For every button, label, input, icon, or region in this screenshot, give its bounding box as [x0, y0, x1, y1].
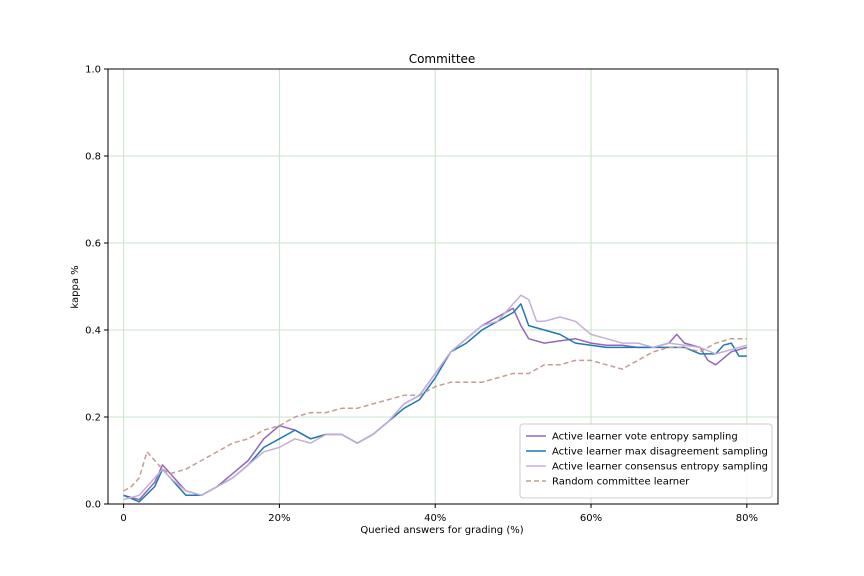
- legend: Active learner vote entropy sampling Acti…: [519, 423, 773, 499]
- x-tick-label-0: 0: [120, 513, 126, 524]
- y-tick-label-5: 1.0: [85, 65, 101, 76]
- y-axis-label: kappa %: [70, 265, 81, 308]
- series-layer: [123, 294, 748, 503]
- plot-frame: [107, 68, 779, 505]
- y-tick-label-4: 0.8: [85, 152, 101, 163]
- grid: [108, 69, 778, 504]
- x-tick-label-2: 40%: [424, 513, 446, 524]
- x-tick-label-3: 60%: [580, 513, 602, 524]
- legend-label-1: Active learner max disagreement sampling: [552, 447, 768, 458]
- y-tick-label-3: 0.6: [85, 239, 101, 250]
- x-tick-label-1: 20%: [268, 513, 290, 524]
- y-tick-label-0: 0.0: [85, 500, 101, 511]
- ticks: 0 20% 40% 60% 80% 0.0 0.2 0.4 0.6 0.8 1.0: [85, 65, 758, 525]
- y-tick-label-1: 0.2: [85, 413, 101, 424]
- x-tick-label-4: 80%: [736, 513, 758, 524]
- chart-title: Committee: [409, 52, 476, 66]
- legend-label-3: Random committee learner: [552, 477, 690, 488]
- series-line-2: [123, 294, 748, 501]
- series-line-3: [123, 337, 747, 492]
- legend-box: [519, 423, 773, 499]
- legend-label-0: Active learner vote entropy sampling: [552, 432, 738, 443]
- x-axis-label: Queried answers for grading (%): [360, 525, 523, 536]
- legend-label-2: Active learner consensus entropy samplin…: [552, 462, 768, 473]
- y-tick-label-2: 0.4: [85, 326, 101, 337]
